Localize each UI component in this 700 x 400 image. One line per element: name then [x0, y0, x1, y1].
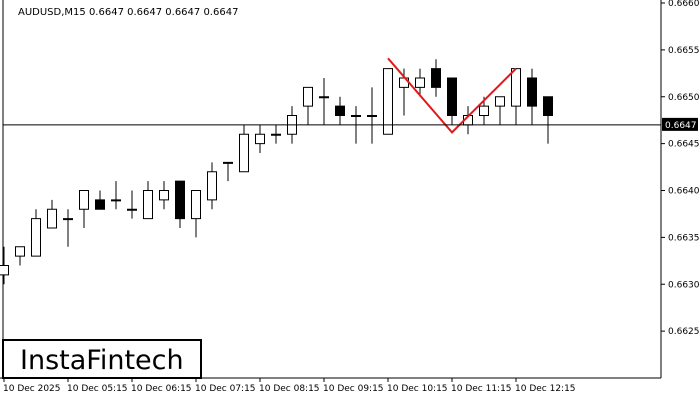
- time-tick-label: 10 Dec 09:15: [323, 384, 384, 394]
- price-tick-label: 0.6645: [668, 140, 700, 150]
- chart-title: AUDUSD,M15 0.6647 0.6647 0.6647 0.6647: [18, 7, 238, 18]
- candle: [383, 68, 393, 135]
- pattern-line: [387, 57, 517, 134]
- time-axis-ticks: 10 Dec 2025 10 Dec 05:15 10 Dec 06:15 10 De…: [3, 378, 576, 394]
- candles-layer: [0, 59, 553, 285]
- instafintech-logo: InstaFintech: [2, 339, 202, 379]
- candle: [271, 124, 281, 144]
- candle-body-bullish: [127, 208, 137, 211]
- candle-body-bullish: [143, 190, 153, 220]
- candle-body-bullish: [239, 133, 249, 173]
- candle: [127, 190, 137, 219]
- candle-body-bullish: [207, 171, 217, 201]
- logo-text: InstaFintech: [20, 345, 184, 376]
- candle-body-bearish: [335, 105, 345, 116]
- candle: [431, 59, 441, 97]
- candle-body-bearish: [431, 68, 441, 88]
- candle: [175, 180, 185, 228]
- candle-body-bullish: [31, 218, 41, 257]
- candle: [47, 199, 57, 229]
- candle: [495, 96, 505, 125]
- time-tick-label: 10 Dec 08:15: [259, 384, 320, 394]
- candle: [159, 181, 169, 210]
- candle: [239, 124, 249, 173]
- candle-body-bullish: [223, 161, 233, 164]
- candle-body-bullish: [351, 115, 361, 117]
- candle: [111, 181, 121, 210]
- logo-frame: [2, 339, 202, 379]
- candle: [543, 96, 553, 144]
- candle: [0, 246, 9, 285]
- current-price-tag: 0.6647: [662, 117, 698, 131]
- price-tick-label: 0.6625: [668, 327, 700, 337]
- candle-body-bullish: [15, 246, 25, 257]
- candle: [143, 181, 153, 220]
- candle: [255, 124, 265, 153]
- candle-body-bearish: [527, 77, 537, 107]
- candle-body-bullish: [191, 190, 201, 220]
- candle-body-bullish: [159, 190, 169, 201]
- time-tick-label: 10 Dec 12:15: [515, 384, 576, 394]
- price-tick-label: 0.6655: [668, 46, 700, 56]
- candle: [223, 161, 233, 182]
- candle-body-bullish: [0, 265, 9, 276]
- candle: [527, 68, 537, 125]
- candle: [367, 87, 377, 144]
- candle-body-bearish: [543, 96, 553, 116]
- time-tick-label: 10 Dec 2025: [3, 384, 61, 394]
- candle-body-bullish: [47, 208, 57, 229]
- price-axis-ticks: 0.6660 0.6655 0.6650 0.6645 0.6640 0.6635 0.66…: [661, 0, 700, 337]
- candle: [335, 96, 345, 125]
- candle: [447, 77, 457, 125]
- price-tick-label: 0.6660: [668, 0, 700, 9]
- price-tick-label: 0.6650: [668, 93, 700, 103]
- candle: [319, 78, 329, 125]
- candle-body-bullish: [255, 133, 265, 145]
- candle: [79, 190, 89, 228]
- candle-body-bullish: [495, 96, 505, 107]
- candle-body-bullish: [303, 86, 313, 107]
- candle-body-bullish: [511, 68, 521, 107]
- candle-body-bearish: [447, 77, 457, 116]
- candle: [415, 68, 425, 97]
- pattern-layer: [387, 57, 517, 134]
- time-tick-label: 10 Dec 07:15: [195, 384, 256, 394]
- time-tick-label: 10 Dec 11:15: [451, 384, 512, 394]
- candle: [31, 209, 41, 257]
- time-tick-label: 10 Dec 05:15: [67, 384, 128, 394]
- candle: [191, 190, 201, 238]
- candle-body-bearish: [95, 199, 105, 210]
- candle: [207, 162, 217, 210]
- current-price-tag-background: [662, 117, 698, 131]
- candle-body-bullish: [271, 133, 281, 136]
- candle-body-bullish: [63, 218, 73, 221]
- candle: [63, 209, 73, 247]
- current-price-label: 0.6647: [665, 121, 697, 131]
- price-tick-label: 0.6635: [668, 233, 700, 243]
- time-tick-label: 10 Dec 10:15: [387, 384, 448, 394]
- candle-body-bullish: [367, 115, 377, 117]
- candle-body-bullish: [111, 199, 121, 202]
- time-tick-label: 10 Dec 06:15: [131, 384, 192, 394]
- candle-body-bullish: [415, 77, 425, 88]
- candle: [95, 190, 105, 210]
- candle-body-bullish: [383, 68, 393, 135]
- price-tick-label: 0.6640: [668, 187, 700, 197]
- candle-body-bullish: [319, 96, 329, 99]
- candle-body-bearish: [175, 180, 185, 220]
- candle: [15, 246, 25, 266]
- candle-body-bullish: [479, 105, 489, 116]
- candle: [303, 86, 313, 125]
- price-tick-label: 0.6630: [668, 280, 700, 290]
- candle-body-bullish: [79, 190, 89, 210]
